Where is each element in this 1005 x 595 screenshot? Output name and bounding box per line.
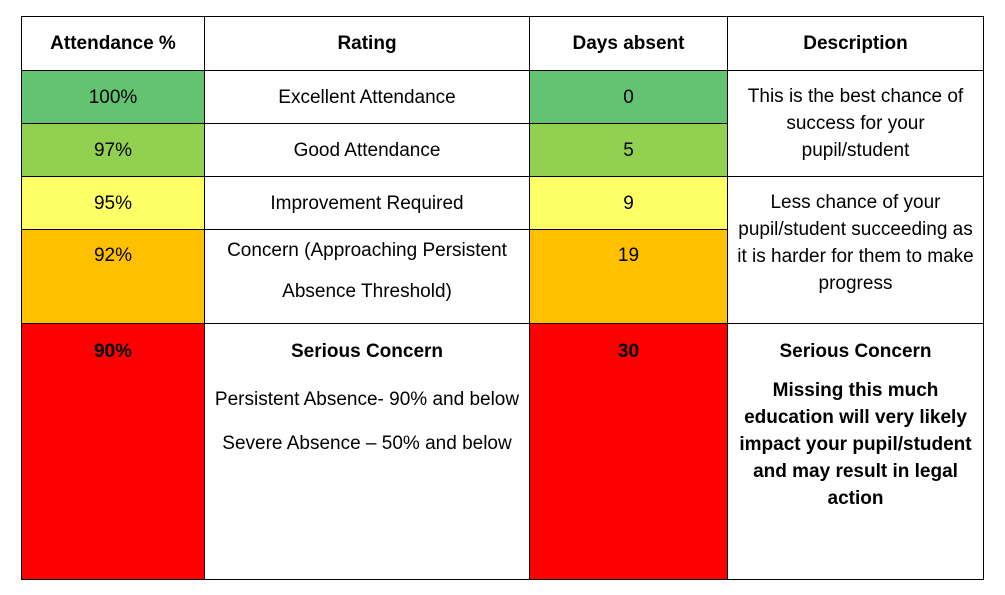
attendance-cell: 100% <box>21 70 205 124</box>
table-row: 100% Excellent Attendance 0 This is the … <box>21 70 984 177</box>
days-absent-cell: 19 <box>529 229 728 324</box>
attendance-cell: 95% <box>21 176 205 230</box>
description-cell: Less chance of your pupil/student succee… <box>727 176 984 324</box>
table-row: 97% Good Attendance 5 <box>21 123 984 177</box>
table-row: 95% Improvement Required 9 Less chance o… <box>21 176 984 324</box>
attendance-cell: 90% <box>21 323 205 580</box>
attendance-cell: 97% <box>21 123 205 177</box>
rating-cell: Concern (Approaching Persistent Absence … <box>204 229 530 324</box>
rating-text: Concern (Approaching Persistent Absence … <box>227 240 507 302</box>
table-row: 92% Concern (Approaching Persistent Abse… <box>21 229 984 324</box>
rating-severe-absence: Severe Absence – 50% and below <box>222 433 512 454</box>
header-rating: Rating <box>204 16 530 71</box>
days-absent-cell: 9 <box>529 176 728 230</box>
rating-persistent-absence: Persistent Absence- 90% and below <box>214 389 520 410</box>
attendance-table: Attendance % Rating Days absent Descript… <box>21 16 984 580</box>
header-days-absent: Days absent <box>529 16 728 71</box>
days-absent-cell: 0 <box>529 70 728 124</box>
days-absent-cell: 30 <box>529 323 728 580</box>
description-cell: This is the best chance of success for y… <box>727 70 984 177</box>
rating-cell: Serious Concern Persistent Absence- 90% … <box>204 323 530 580</box>
description-body: Missing this much education will very li… <box>739 380 972 509</box>
description-title: Serious Concern <box>779 341 932 362</box>
description-cell: Serious Concern Missing this much educat… <box>727 323 984 580</box>
table-row: 90% Serious Concern Persistent Absence- … <box>21 323 984 580</box>
rating-cell: Good Attendance <box>204 123 530 177</box>
rating-cell: Excellent Attendance <box>204 70 530 124</box>
header-attendance: Attendance % <box>21 16 205 71</box>
header-description: Description <box>727 16 984 71</box>
attendance-cell: 92% <box>21 229 205 324</box>
header-row: Attendance % Rating Days absent Descript… <box>21 16 984 71</box>
rating-cell: Improvement Required <box>204 176 530 230</box>
days-absent-cell: 5 <box>529 123 728 177</box>
rating-title: Serious Concern <box>290 341 444 362</box>
